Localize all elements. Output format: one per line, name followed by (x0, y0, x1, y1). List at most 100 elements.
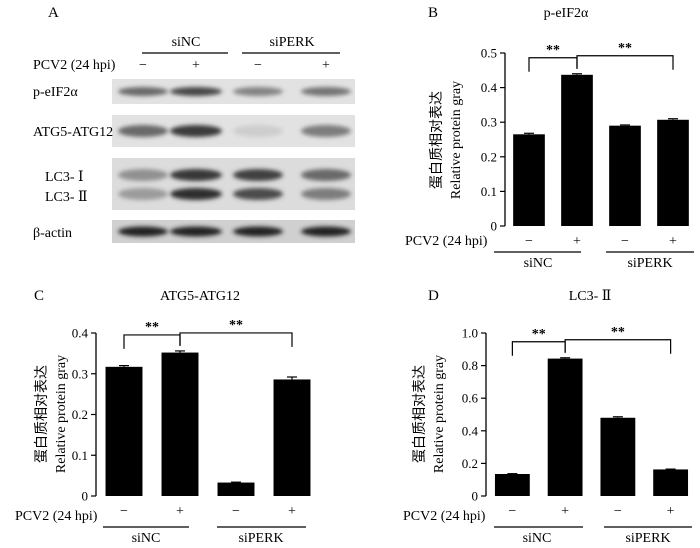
y-tick-label: 0.8 (462, 358, 478, 373)
band-label-lc3-ii: LC3- Ⅱ (45, 190, 88, 205)
y-tick-label: 0.3 (481, 115, 497, 130)
band-label-lc3-i: LC3- Ⅰ (45, 170, 84, 185)
y-tick-label: 0.4 (72, 326, 89, 341)
blot-strip-bg (112, 158, 355, 210)
x-tick-label: + (669, 234, 677, 249)
blot-band (170, 125, 222, 137)
blot-strip-bactin (112, 220, 355, 243)
band-label-peif2a: p-eIF2α (33, 85, 78, 100)
panel-c-x-signs: − + − + (120, 504, 296, 519)
band-label-bactin: β-actin (33, 226, 72, 241)
blot-treatment-label: PCV2 (24 hpi) (33, 58, 116, 73)
blot-band (170, 87, 222, 96)
group-label-siperk: siPERK (269, 35, 314, 50)
significance-label: ** (532, 327, 546, 342)
bar (217, 482, 255, 496)
panel-b-title: p-eIF2α (544, 6, 589, 21)
blot-sign-3: − (254, 58, 262, 73)
y-tick-label: 0.2 (72, 407, 88, 422)
bar (600, 417, 636, 496)
panel-c-group-sinc: siNC (132, 531, 161, 546)
panel-d-y-axis: 0 0.2 0.4 0.6 0.8 1.0 (462, 326, 487, 504)
bar (161, 352, 199, 496)
y-tick-label: 0 (491, 219, 498, 234)
panel-d-ylabel-cn: 蛋白质相对表达 (412, 365, 428, 463)
x-tick-label: − (508, 504, 516, 519)
bar (494, 473, 530, 496)
x-tick-label: − (525, 234, 533, 249)
panel-b-significance: ** ** (528, 41, 674, 72)
bar (547, 358, 583, 496)
blot-band (170, 188, 222, 200)
blot-band (118, 169, 168, 181)
blot-band (301, 169, 351, 181)
panel-b-x-signs: − + − + (525, 234, 677, 249)
significance-label: ** (145, 320, 159, 335)
panel-b-group-siperk: siPERK (627, 256, 672, 271)
blot-band (118, 188, 168, 200)
panel-d-chart: D LC3- Ⅱ 蛋白质相对表达 Relative protein gray 0… (403, 288, 692, 546)
blot-sign-2: + (192, 58, 200, 73)
significance-label: ** (611, 325, 625, 340)
panel-b-group-sinc: siNC (524, 256, 553, 271)
blot-band (233, 169, 283, 181)
panel-c-group-siperk: siPERK (238, 531, 283, 546)
panel-d-title: LC3- Ⅱ (569, 289, 612, 304)
y-tick-label: 0.1 (72, 448, 88, 463)
panel-c-letter: C (34, 288, 44, 304)
x-tick-label: − (621, 234, 629, 249)
blot-band (118, 87, 168, 96)
significance-label: ** (546, 43, 560, 58)
x-tick-label: + (176, 504, 184, 519)
bar (561, 74, 593, 226)
blot-band (301, 226, 351, 237)
blot-band (233, 87, 283, 96)
bar (273, 379, 311, 496)
significance-bracket (123, 334, 181, 349)
panel-b-bars (513, 73, 689, 226)
y-tick-label: 0.6 (462, 391, 479, 406)
panel-b-chart: B p-eIF2α 蛋白质相对表达 Relative protein gray … (405, 5, 694, 271)
y-tick-label: 0 (472, 489, 479, 504)
significance-bracket (511, 341, 566, 356)
blot-band (301, 87, 351, 96)
x-tick-label: + (561, 504, 569, 519)
panel-c-title: ATG5-ATG12 (160, 289, 240, 304)
y-tick-label: 0.3 (72, 366, 88, 381)
panel-b-y-axis: 0 0.1 0.2 0.3 0.4 0.5 (481, 46, 506, 234)
significance-label: ** (229, 318, 243, 333)
blot-band (118, 226, 168, 237)
panel-c-ylabel: Relative protein gray (54, 355, 69, 473)
panel-b-ylabel: Relative protein gray (449, 81, 464, 199)
significance-label: ** (618, 41, 632, 56)
blot-band (233, 188, 283, 200)
blot-strip-atg5-atg12 (112, 115, 355, 147)
panel-d-x-signs: − + − + (508, 504, 674, 519)
x-tick-label: − (232, 504, 240, 519)
bar (609, 125, 641, 226)
panel-c-xlabel: PCV2 (24 hpi) (15, 509, 98, 524)
x-tick-label: − (120, 504, 128, 519)
y-tick-label: 1.0 (462, 326, 478, 341)
panel-c-significance: ** ** (123, 318, 293, 349)
panel-d-significance: ** ** (511, 325, 672, 356)
y-tick-label: 0.2 (481, 149, 497, 164)
panel-a: A siNC siPERK PCV2 (24 hpi) − + − + p-eI… (33, 5, 355, 243)
bar (657, 119, 689, 226)
x-tick-label: + (573, 234, 581, 249)
panel-a-letter: A (48, 5, 59, 21)
blot-strip-peif2a (112, 79, 355, 104)
x-tick-label: + (667, 504, 675, 519)
panel-c-ylabel-cn: 蛋白质相对表达 (34, 365, 50, 463)
blot-band (233, 125, 283, 137)
significance-bracket (528, 57, 578, 72)
x-tick-label: − (614, 504, 622, 519)
blot-strip-lc3 (112, 158, 355, 210)
significance-bracket (179, 332, 293, 347)
y-tick-label: 0.5 (481, 46, 497, 61)
blot-sign-1: − (139, 58, 147, 73)
blot-sign-4: + (322, 58, 330, 73)
x-tick-label: + (288, 504, 296, 519)
blot-band (301, 188, 351, 200)
